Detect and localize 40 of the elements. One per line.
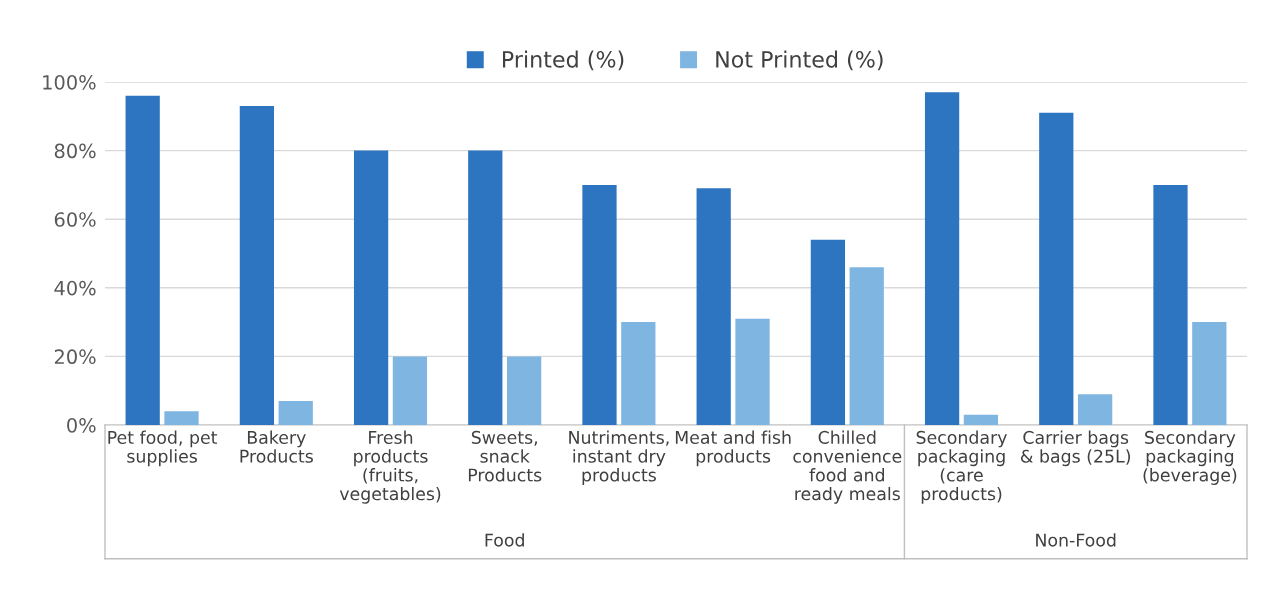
bar — [468, 150, 503, 425]
bar — [1039, 112, 1074, 425]
text: Non-Food — [1036, 533, 1116, 547]
legend-label: Printed (%) — [502, 50, 624, 71]
bar — [1192, 322, 1227, 425]
y-tick-label: 0% — [67, 417, 96, 433]
bar — [353, 150, 389, 425]
y-tick-label: 80% — [54, 143, 96, 159]
bar — [1153, 184, 1188, 425]
bar — [849, 267, 884, 425]
bar — [582, 184, 617, 425]
x-tick-label: Fresh products (fruits, vegetables) — [339, 430, 441, 504]
x-tick-label: Secondary packaging (beverage) — [1143, 430, 1237, 485]
y-tick-label: 100% — [43, 74, 96, 90]
x-tick-label: Secondary packaging (care products) — [916, 430, 1007, 504]
x-tick-label: Pet food, pet supplies — [108, 430, 218, 467]
bar — [696, 188, 731, 425]
text: Food — [485, 533, 524, 547]
bar — [125, 95, 160, 425]
y-tick-label: 20% — [54, 349, 96, 365]
bar — [924, 92, 960, 425]
x-tick-label: Bakery Products — [240, 430, 313, 463]
bar — [1077, 394, 1113, 425]
bar — [963, 414, 999, 425]
x-tick-label: Chilled convenience food and ready meals — [793, 430, 902, 504]
bar — [506, 356, 542, 425]
legend-label: Not Printed (%) — [716, 50, 883, 71]
bar — [239, 106, 275, 425]
bar — [735, 318, 770, 425]
bar — [621, 322, 656, 425]
bar — [392, 356, 428, 425]
x-tick-label: Nutriments, instant dry products — [569, 430, 669, 485]
x-tick-label: Carrier bags & bags (25L) — [1020, 430, 1131, 467]
x-tick-label: Sweets, snack Products — [468, 430, 542, 482]
x-tick-label: Meat and fish products — [675, 430, 791, 467]
bar — [810, 239, 846, 425]
y-tick-label: 60% — [54, 212, 96, 227]
bar — [278, 400, 313, 425]
bar — [164, 411, 199, 425]
y-tick-label: 40% — [54, 280, 96, 296]
